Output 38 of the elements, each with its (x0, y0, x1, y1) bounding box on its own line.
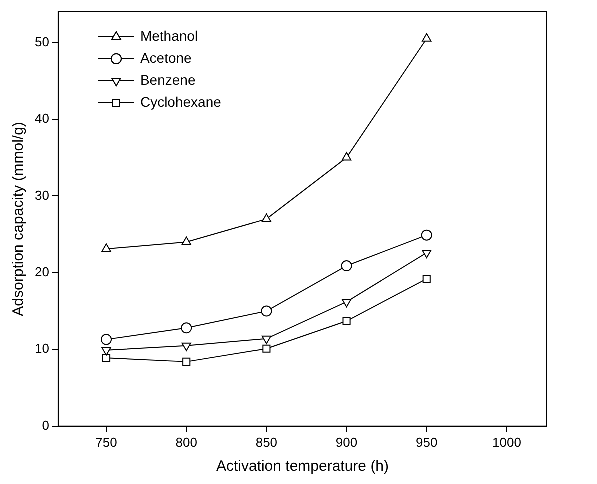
point (422, 275, 431, 284)
x-tick-label: 750 (96, 434, 118, 450)
point (261, 306, 272, 317)
x-tick-label: 900 (336, 434, 358, 450)
x-tick-label: 800 (176, 434, 198, 450)
y-tick-label: 30 (34, 188, 50, 203)
point (102, 347, 112, 356)
x-axis-title: Activation temperature (h) (216, 458, 390, 476)
point (262, 336, 272, 344)
point (181, 322, 192, 334)
y-tick-label: 50 (34, 34, 50, 50)
point (342, 317, 351, 326)
legend-label: Benzene (140, 72, 196, 88)
point (422, 33, 432, 42)
y-axis-title: Adsorption capacity (mmol/g) (10, 122, 28, 316)
y-tick-label: 0 (42, 418, 50, 433)
point (102, 244, 112, 252)
point (262, 344, 271, 353)
legend-label: Acetone (140, 50, 192, 66)
point (262, 214, 272, 222)
point (422, 250, 432, 258)
x-tick-label: 950 (416, 434, 438, 450)
point (102, 354, 111, 362)
point (341, 260, 352, 272)
point (182, 236, 192, 246)
x-tick-label: 1000 (492, 434, 522, 450)
point (182, 358, 191, 366)
x-tick-label: 850 (256, 434, 278, 450)
y-tick-label: 20 (34, 264, 50, 280)
y-tick-label: 10 (34, 341, 50, 356)
legend-label: Methanol (140, 28, 198, 44)
point (342, 299, 352, 308)
point (182, 342, 192, 352)
y-tick-label: 40 (34, 111, 50, 126)
point (342, 152, 352, 161)
point (421, 230, 432, 241)
legend-label: Cyclohexane (140, 94, 222, 110)
point (101, 334, 112, 346)
